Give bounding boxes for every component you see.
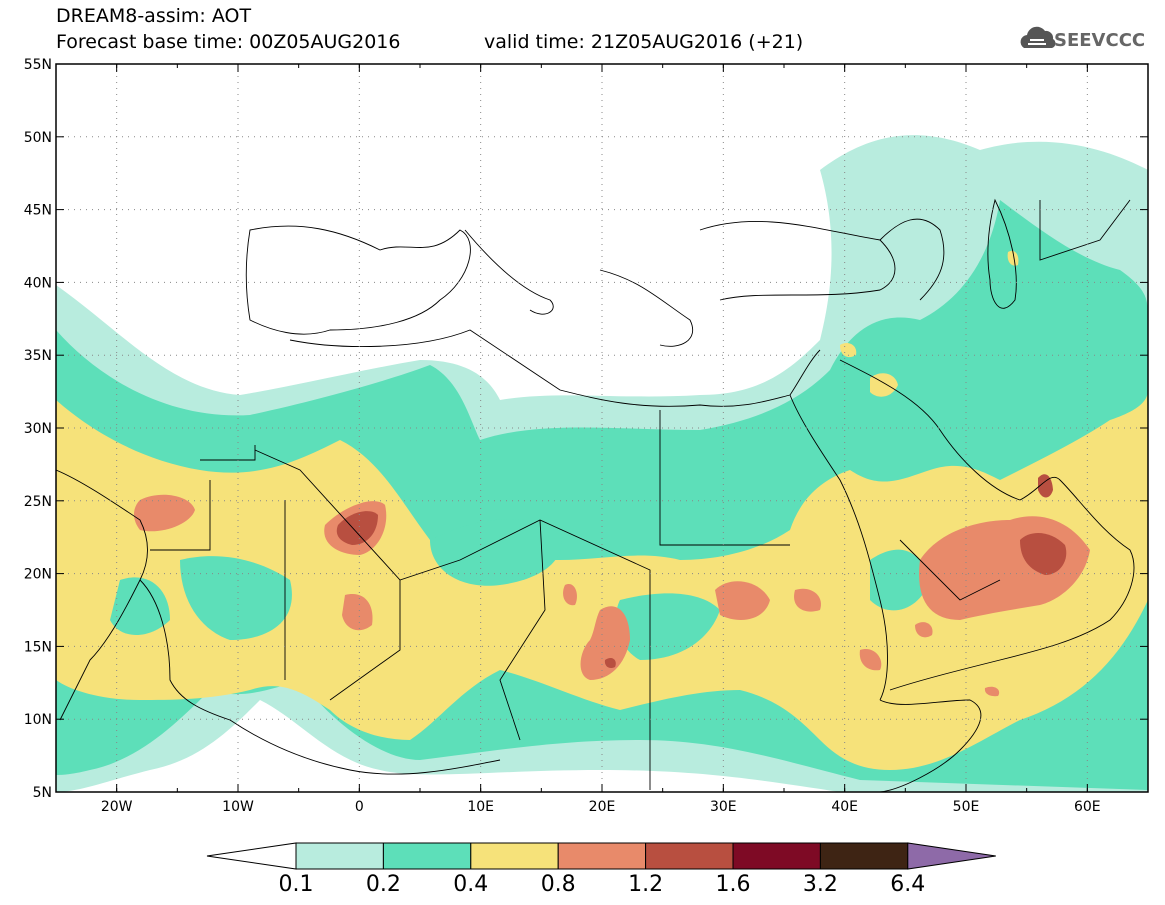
colorbar-level-label: 1.6 <box>716 872 751 897</box>
cloud-logo-icon <box>1020 26 1056 48</box>
colorbar-level-label: 0.1 <box>279 872 314 897</box>
lat-label: 50N <box>24 130 52 146</box>
colorbar-box <box>645 842 734 870</box>
colorbar-box <box>819 842 909 870</box>
colorbar-box <box>557 842 647 870</box>
map-title: DREAM8-assim: AOT <box>56 5 252 27</box>
colorbar-low-arrow <box>206 842 297 870</box>
lat-label: 5N <box>33 785 52 801</box>
graticule <box>56 64 1148 792</box>
lat-label: 15N <box>24 639 52 655</box>
lon-label: 40E <box>831 799 858 815</box>
colorbar-level-label: 0.4 <box>453 872 488 897</box>
lon-label: 60E <box>1074 799 1101 815</box>
lon-label: 50E <box>953 799 980 815</box>
colorbar-level-label: 3.2 <box>803 872 838 897</box>
lat-label: 20N <box>24 567 52 583</box>
colorbar-level-label: 1.2 <box>628 872 663 897</box>
lat-label: 10N <box>24 712 52 728</box>
lon-label: 10E <box>467 799 494 815</box>
lon-label: 10W <box>222 799 254 815</box>
lat-label: 30N <box>24 421 52 437</box>
colorbar-box <box>382 842 472 870</box>
lat-label: 25N <box>24 494 52 510</box>
lat-label: 45N <box>24 203 52 219</box>
colorbar-high-arrow <box>907 842 996 870</box>
colorbar-level-label: 6.4 <box>890 872 925 897</box>
valid-time: valid time: 21Z05AUG2016 (+21) <box>484 31 804 53</box>
lat-label: 35N <box>24 348 52 364</box>
colorbar-box <box>470 842 559 870</box>
aot-shading <box>56 135 1148 792</box>
logo-text: SEEVCCC <box>1054 30 1146 51</box>
lon-label: 30E <box>710 799 737 815</box>
colorbar-box <box>295 842 384 870</box>
lon-label: 20E <box>589 799 616 815</box>
colorbar-level-label: 0.2 <box>366 872 401 897</box>
colorbar-level-label: 0.8 <box>541 872 576 897</box>
coastlines <box>56 198 1135 792</box>
lon-label: 20W <box>101 799 133 815</box>
lat-label: 40N <box>24 275 52 291</box>
colorbar: 0.1 0.2 0.4 0.8 1.2 1.6 3.2 6.4 <box>206 842 996 897</box>
lon-label: 0 <box>355 799 364 815</box>
longitude-axis: 20W 10W 0 10E 20E 30E 40E 50E 60E <box>55 64 1149 815</box>
latitude-axis: 5N 10N 15N 20N 25N 30N 35N 40N 45N 50N 55N <box>24 57 1148 801</box>
colorbar-box <box>732 842 821 870</box>
forecast-base-time: Forecast base time: 00Z05AUG2016 <box>56 31 401 53</box>
lat-label: 55N <box>24 57 52 73</box>
